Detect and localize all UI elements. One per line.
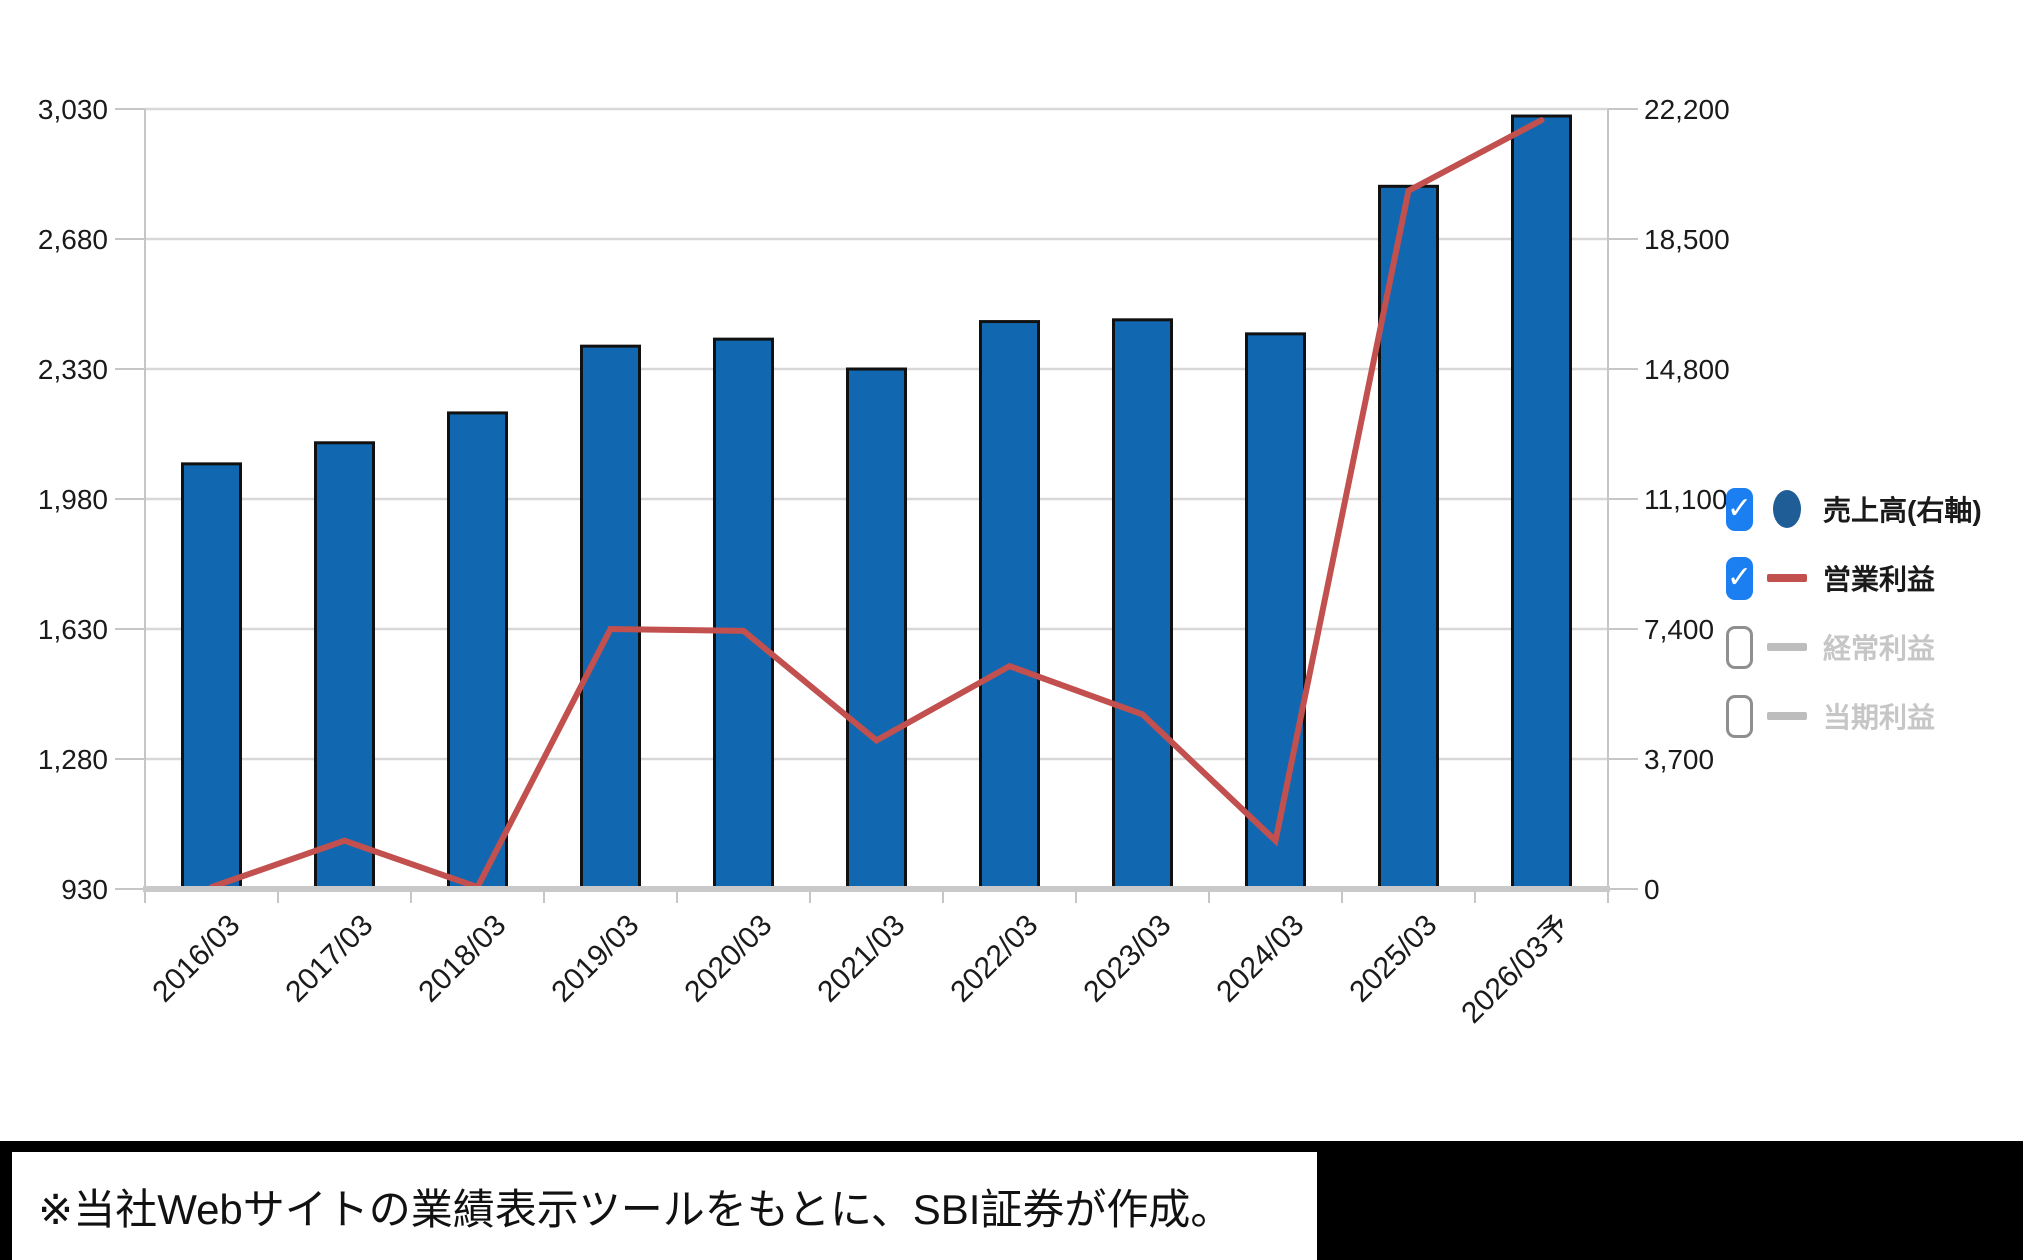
- right-axis-label: 18,500: [1644, 224, 1730, 255]
- x-axis-label: 2017/03: [279, 909, 379, 1009]
- revenue-bar[interactable]: [846, 367, 907, 891]
- legend-label-ordinary-profit: 経常利益: [1823, 633, 1936, 664]
- revenue-bar[interactable]: [713, 337, 774, 891]
- x-axis-label: 2024/03: [1210, 909, 1310, 1009]
- footer-note: ※当社Webサイトの業績表示ツールをもとに、SBI証券が作成。: [38, 1185, 1233, 1233]
- x-axis-label: 2026/03予: [1455, 909, 1576, 1030]
- legend-item-ordinary-profit[interactable]: ✓ 経常利益: [1726, 625, 2023, 669]
- revenue-bar[interactable]: [1245, 332, 1306, 891]
- right-axis-label: 3,700: [1644, 744, 1714, 775]
- right-axis-label: 7,400: [1644, 614, 1714, 645]
- left-axis-label: 1,980: [38, 484, 108, 515]
- chart-legend: ✓ 売上高(右軸) ✓ 営業利益 ✓ 経常利益 ✓ 当期利益: [1726, 487, 2023, 763]
- revenue-bar[interactable]: [1511, 114, 1572, 891]
- line-series-marker-icon: [1765, 643, 1809, 651]
- right-axis-label: 22,200: [1644, 94, 1730, 125]
- left-axis-label: 1,280: [38, 744, 108, 775]
- left-axis-label: 2,680: [38, 224, 108, 255]
- right-axis-label: 11,100: [1644, 484, 1728, 515]
- x-axis-label: 2018/03: [412, 909, 512, 1009]
- left-axis-label: 3,030: [38, 94, 108, 125]
- x-axis-label: 2023/03: [1077, 909, 1177, 1009]
- checkmark-icon: ✓: [1726, 561, 1753, 594]
- x-axis-label: 2022/03: [944, 909, 1044, 1009]
- checkmark-icon: ✓: [1726, 492, 1753, 525]
- right-axis-label: 14,800: [1644, 354, 1730, 385]
- legend-label-net-profit: 当期利益: [1823, 702, 1936, 733]
- x-axis-label: 2025/03: [1343, 909, 1443, 1009]
- net-profit-checkbox[interactable]: ✓: [1726, 694, 1753, 738]
- ordinary-profit-checkbox[interactable]: ✓: [1726, 625, 1753, 669]
- left-axis-label: 930: [61, 874, 108, 905]
- revenue-bar[interactable]: [314, 441, 375, 891]
- revenue-bar[interactable]: [1378, 184, 1439, 891]
- operating-profit-checkbox[interactable]: ✓: [1726, 556, 1753, 600]
- x-axis-label: 2019/03: [545, 909, 645, 1009]
- legend-label-operating-profit: 営業利益: [1823, 564, 1936, 595]
- legend-item-sales[interactable]: ✓ 売上高(右軸): [1726, 487, 2023, 531]
- legend-item-net-profit[interactable]: ✓ 当期利益: [1726, 694, 2023, 738]
- right-axis-label: 0: [1644, 874, 1660, 905]
- revenue-bar[interactable]: [580, 344, 641, 891]
- x-axis-label: 2021/03: [811, 909, 911, 1009]
- line-series-marker-icon: [1765, 712, 1809, 720]
- operating-profit-line: [208, 117, 1545, 891]
- legend-label-sales: 売上高(右軸): [1823, 495, 1982, 526]
- left-axis-label: 2,330: [38, 354, 108, 385]
- legend-item-operating-profit[interactable]: ✓ 営業利益: [1726, 556, 2023, 600]
- x-axis-label: 2020/03: [678, 909, 778, 1009]
- bar-series-marker-icon: [1765, 490, 1809, 528]
- footer-bar: ※当社Webサイトの業績表示ツールをもとに、SBI証券が作成。: [0, 1141, 2023, 1260]
- x-axis-label: 2016/03: [146, 909, 246, 1009]
- revenue-bar[interactable]: [1112, 318, 1173, 891]
- performance-chart: 930 0 1,280 3,700 1,630 7,400 1,980 11,100 2,330…: [38, 94, 1730, 1030]
- revenue-bar[interactable]: [447, 411, 508, 891]
- footer-note-box: ※当社Webサイトの業績表示ツールをもとに、SBI証券が作成。: [12, 1152, 1317, 1260]
- line-series-marker-icon: [1765, 574, 1809, 582]
- revenue-bar[interactable]: [181, 462, 242, 891]
- revenue-bar[interactable]: [979, 320, 1040, 891]
- sales-checkbox[interactable]: ✓: [1726, 487, 1753, 531]
- left-axis-label: 1,630: [38, 614, 108, 645]
